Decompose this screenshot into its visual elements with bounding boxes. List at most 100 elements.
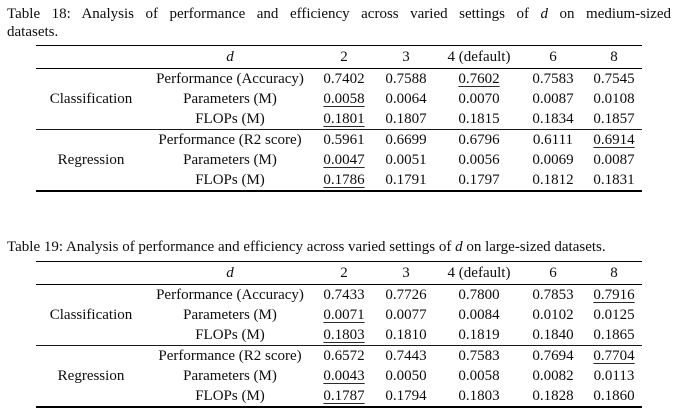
value-cell: 0.7726	[374, 284, 438, 305]
value-cell: 0.1812	[520, 170, 586, 191]
value-cell: 0.7694	[520, 345, 586, 366]
value-cell: 0.7916	[586, 284, 642, 305]
value-cell: 0.1860	[586, 386, 642, 407]
value-cell: 0.0113	[586, 366, 642, 386]
value-cell: 0.1794	[374, 386, 438, 407]
metric-label: Performance (Accuracy)	[156, 286, 304, 303]
best-value: 0.0071	[323, 306, 365, 323]
value: 0.6572	[323, 347, 365, 364]
value-cell: 0.0087	[520, 89, 586, 109]
value-cell: 0.1787	[314, 386, 374, 407]
value: 0.1815	[458, 111, 500, 127]
value: 0.7800	[458, 286, 500, 303]
metric-label: Parameters (M)	[183, 306, 277, 323]
table-row: Classification Performance (Accuracy) 0.74…	[36, 284, 642, 323]
value-cell: 0.1857	[586, 109, 642, 130]
value: 0.1831	[593, 172, 635, 188]
value-cell: 0.1807	[374, 109, 438, 130]
value-cell: 0.0058	[314, 89, 374, 109]
value-cell: 0.7853	[520, 284, 586, 305]
caption-text: Table 19: Analysis of performance and ef…	[7, 239, 456, 255]
table-row: Classification Performance (Accuracy) 0.74…	[36, 69, 642, 107]
value: 0.0064	[385, 91, 427, 107]
value: 0.7853	[532, 286, 574, 303]
header-col-3: 3	[402, 49, 410, 65]
value: 0.7443	[385, 347, 427, 364]
value: 0.6796	[458, 132, 500, 148]
value: 0.0087	[532, 91, 574, 107]
group-classification: Classification Performance (Accuracy) 0.74…	[36, 69, 642, 130]
value: 0.0102	[532, 306, 574, 323]
value: 0.6699	[385, 132, 427, 148]
header-col-3: 3	[402, 264, 410, 281]
value: 0.0113	[593, 367, 635, 384]
value: 0.7588	[385, 71, 427, 87]
value-cell: 0.0056	[438, 150, 520, 170]
caption-line: Table 18: Analysis of performance and ef…	[7, 6, 671, 24]
table-row: FLOPs (M) 0.1803 0.1810 0.1819 0.1840 0.1865	[36, 325, 642, 346]
value: 0.1865	[593, 326, 635, 343]
value-cell: 0.1831	[586, 170, 642, 191]
value-cell: 0.0087	[586, 150, 642, 170]
value-cell: 0.6572	[314, 345, 374, 366]
caption-text: datasets.	[7, 23, 59, 40]
header-col-8: 8	[610, 49, 618, 65]
value: 0.1828	[532, 387, 574, 404]
value-cell: 0.7800	[438, 284, 520, 305]
value: 0.7545	[593, 71, 635, 87]
value-cell: 0.5961	[314, 130, 374, 151]
metric-label: FLOPs (M)	[195, 326, 265, 343]
table-row: FLOPs (M) 0.1801 0.1807 0.1815 0.1834 0.1857	[36, 109, 642, 130]
group-label: Regression	[57, 367, 125, 384]
best-value: 0.7602	[458, 71, 500, 87]
value-cell: 0.0058	[438, 366, 520, 386]
value-cell: 0.0050	[374, 366, 438, 386]
value-cell: 0.6914	[586, 130, 642, 151]
table-row: FLOPs (M) 0.1787 0.1794 0.1803 0.1828 0.1860	[36, 386, 642, 407]
value-cell: 0.1819	[438, 325, 520, 346]
group-regression: Regression Performance (R2 score) 0.6572 0.…	[36, 345, 642, 407]
table-18-block: Table 18: Analysis of performance and ef…	[0, 6, 678, 192]
metric-label: Performance (R2 score)	[158, 347, 302, 364]
value: 0.1810	[385, 326, 427, 343]
metric-label: Parameters (M)	[183, 91, 277, 107]
value: 0.1812	[532, 172, 574, 188]
header-col-4-default-: 4 (default)	[447, 49, 511, 65]
value: 0.1857	[593, 111, 635, 127]
value-cell: 0.7443	[374, 345, 438, 366]
value-cell: 0.1801	[314, 109, 374, 130]
table-row: Parameters (M) 0.0043 0.0050 0.0058 0.0082 0.…	[36, 366, 642, 386]
best-value: 0.0043	[323, 367, 365, 384]
value-cell: 0.0043	[314, 366, 374, 386]
best-value: 0.1787	[323, 387, 365, 404]
value-cell: 0.7402	[314, 69, 374, 90]
value: 0.1797	[458, 172, 500, 188]
value-cell: 0.1815	[438, 109, 520, 130]
value: 0.0125	[593, 306, 635, 323]
value-cell: 0.0084	[438, 305, 520, 325]
header-empty-cell	[36, 261, 146, 284]
value-cell: 0.1828	[520, 386, 586, 407]
header-col-4-default-: 4 (default)	[447, 264, 511, 281]
header-col-6: 6	[549, 49, 557, 65]
best-value: 0.1801	[323, 111, 365, 127]
metric-label: FLOPs (M)	[195, 172, 265, 188]
value: 0.7583	[532, 71, 574, 87]
value: 0.5961	[323, 132, 365, 148]
value: 0.0069	[532, 152, 574, 168]
metric-label: Performance (R2 score)	[158, 132, 302, 148]
value-cell: 0.6796	[438, 130, 520, 151]
value-cell: 0.0108	[586, 89, 642, 109]
metric-label: FLOPs (M)	[195, 387, 265, 404]
value-cell: 0.0047	[314, 150, 374, 170]
value-cell: 0.0102	[520, 305, 586, 325]
header-col-2: 2	[340, 264, 348, 281]
group-classification: Classification Performance (Accuracy) 0.74…	[36, 284, 642, 345]
value-cell: 0.1803	[314, 325, 374, 346]
value-cell: 0.7545	[586, 69, 642, 90]
value: 0.0050	[385, 367, 427, 384]
value-cell: 0.7588	[374, 69, 438, 90]
value-cell: 0.1786	[314, 170, 374, 191]
caption-math-var: d	[455, 239, 463, 255]
table-row: Regression Performance (R2 score) 0.5961 0.…	[36, 130, 642, 168]
